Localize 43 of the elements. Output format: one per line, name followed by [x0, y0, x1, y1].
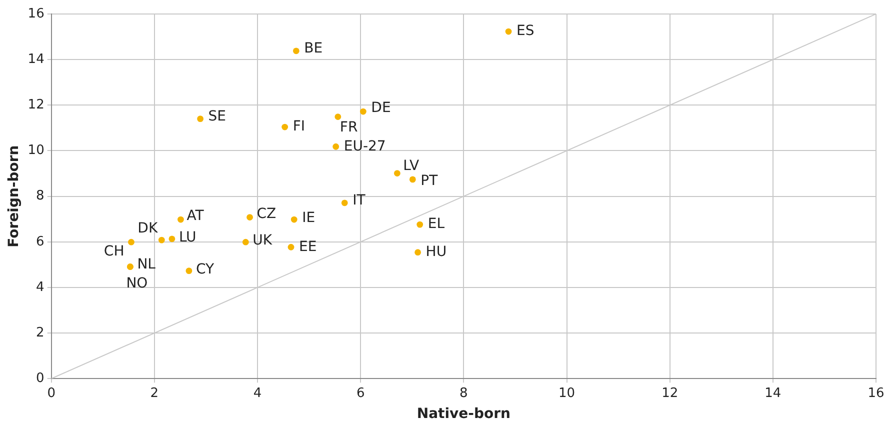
annotation: CZ: [256, 206, 276, 222]
annotation: LV: [403, 158, 420, 174]
x-tick-label: 4: [253, 386, 262, 401]
annotation: EL: [428, 216, 445, 232]
annotation: FR: [340, 119, 358, 136]
y-tick-label: 16: [28, 6, 44, 22]
y-tick-label: 14: [28, 52, 44, 67]
y-tick-label: 2: [36, 325, 44, 340]
annotation: IE: [302, 210, 316, 226]
y-tick-label: 12: [28, 98, 44, 113]
annotation: CH: [104, 244, 124, 260]
x-tick-label: 12: [662, 386, 678, 401]
annotation: NL: [137, 256, 156, 272]
x-tick-label: 10: [558, 386, 576, 401]
annotation: EE: [299, 238, 317, 255]
annotation: DK: [138, 220, 158, 237]
x-tick-label: 14: [764, 386, 782, 401]
x-tick-label: 6: [356, 386, 365, 401]
y-tick-label: 10: [28, 143, 44, 158]
x-tick-label: 2: [150, 386, 159, 401]
annotation: LU: [178, 230, 196, 246]
annotation: ES: [516, 23, 534, 40]
y-tick-label: 6: [36, 234, 44, 250]
annotation: AT: [186, 208, 204, 224]
x-axis-title: Native-born: [416, 406, 510, 422]
y-tick-label: 4: [36, 280, 44, 295]
y-axis-title: Foreign-born: [6, 145, 22, 248]
annotation: NO: [126, 275, 148, 292]
annotation: DE: [371, 100, 391, 116]
annotation: CY: [196, 261, 214, 278]
annotation: FI: [292, 118, 306, 135]
x-tick-label: 16: [868, 386, 884, 401]
annotation: PT: [420, 173, 438, 190]
annotation: BE: [304, 40, 323, 57]
annotation: UK: [252, 232, 273, 249]
y-tick-label: 8: [36, 188, 44, 204]
y-tick-label: 0: [36, 370, 44, 386]
annotation: HU: [426, 244, 447, 260]
x-tick-label: 8: [460, 386, 468, 401]
annotation: EU-27: [344, 138, 386, 154]
annotation: SE: [208, 108, 226, 124]
x-tick-label: 0: [47, 386, 56, 401]
annotation: IT: [352, 192, 366, 209]
